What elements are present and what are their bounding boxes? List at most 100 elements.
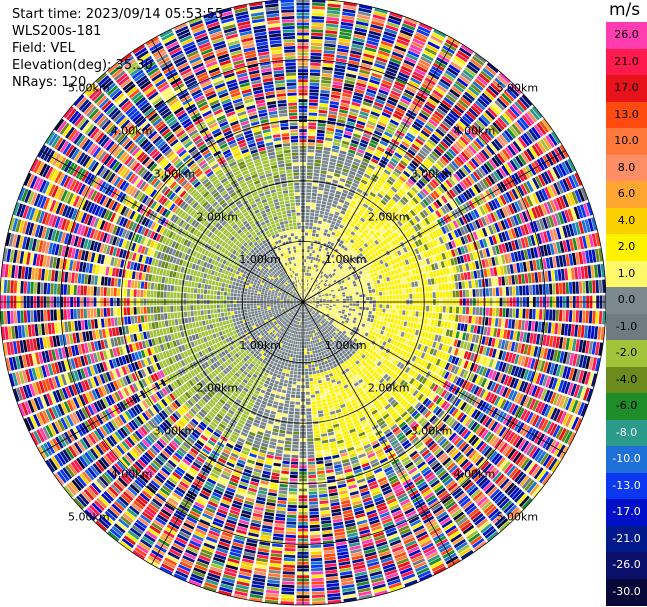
velocity-gate — [318, 234, 323, 238]
velocity-gate — [448, 64, 461, 74]
velocity-gate — [394, 181, 402, 188]
velocity-gate — [307, 142, 315, 146]
velocity-gate — [458, 314, 462, 323]
velocity-gate — [348, 261, 353, 266]
velocity-gate — [311, 202, 316, 207]
velocity-gate — [346, 305, 349, 308]
velocity-gate — [390, 318, 395, 324]
velocity-gate — [461, 315, 466, 323]
velocity-gate — [491, 140, 501, 151]
velocity-gate — [370, 318, 374, 323]
velocity-gate — [366, 226, 372, 232]
velocity-gate — [346, 317, 350, 321]
velocity-gate — [307, 162, 314, 166]
velocity-gate — [354, 311, 359, 315]
velocity-gate — [432, 165, 440, 173]
velocity-gate — [413, 323, 418, 329]
velocity-gate — [582, 310, 586, 323]
velocity-gate — [363, 272, 368, 277]
velocity-gate — [398, 32, 412, 40]
velocity-gate — [352, 133, 362, 139]
velocity-gate — [467, 324, 471, 333]
velocity-gate — [329, 209, 335, 214]
velocity-gate — [355, 321, 359, 325]
velocity-gate — [316, 133, 325, 137]
velocity-gate — [411, 41, 424, 49]
velocity-gate — [326, 303, 330, 306]
velocity-gate — [397, 201, 404, 208]
velocity-gate — [357, 148, 365, 154]
velocity-gate — [394, 81, 406, 88]
velocity-gate — [329, 269, 333, 273]
velocity-gate — [309, 99, 319, 103]
velocity-gate — [445, 150, 455, 160]
velocity-gate — [424, 185, 432, 194]
velocity-gate — [554, 322, 559, 335]
velocity-gate — [362, 176, 369, 182]
velocity-gate — [344, 312, 348, 315]
velocity-gate — [337, 202, 344, 207]
velocity-gate — [403, 183, 410, 191]
velocity-gate — [516, 99, 528, 111]
velocity-gate — [375, 98, 385, 105]
velocity-gate — [468, 160, 477, 170]
velocity-gate — [386, 304, 390, 309]
velocity-gate — [373, 66, 385, 73]
velocity-gate — [402, 294, 406, 299]
velocity-gate — [342, 137, 351, 142]
velocity-gate — [327, 259, 331, 264]
velocity-gate — [588, 280, 593, 294]
velocity-gate — [380, 247, 385, 253]
velocity-gate — [369, 244, 374, 249]
velocity-gate — [417, 280, 422, 287]
velocity-gate — [320, 86, 331, 91]
velocity-gate — [415, 287, 419, 293]
velocity-gate — [347, 288, 352, 291]
velocity-gate — [358, 242, 363, 247]
velocity-gate — [544, 322, 549, 334]
velocity-gate — [416, 305, 420, 311]
velocity-gate — [441, 120, 452, 129]
velocity-gate — [360, 179, 368, 185]
velocity-gate — [339, 247, 344, 252]
velocity-gate — [403, 277, 408, 283]
velocity-gate — [549, 283, 553, 295]
velocity-gate — [339, 303, 343, 305]
velocity-gate — [469, 307, 473, 315]
velocity-gate — [395, 203, 402, 210]
velocity-gate — [471, 316, 476, 324]
velocity-gate — [318, 183, 325, 188]
velocity-gate — [442, 291, 446, 298]
velocity-gate — [434, 162, 443, 171]
velocity-gate — [304, 292, 306, 296]
velocity-gate — [325, 23, 339, 28]
velocity-gate — [373, 152, 382, 159]
velocity-gate — [333, 260, 338, 264]
velocity-gate — [357, 117, 367, 123]
velocity-gate — [355, 294, 359, 298]
velocity-gate — [380, 316, 385, 321]
velocity-gate — [306, 175, 313, 179]
velocity-gate — [358, 114, 368, 120]
velocity-gate — [394, 45, 407, 53]
velocity-gate — [380, 174, 388, 181]
velocity-gate — [346, 258, 351, 263]
velocity-gate — [332, 217, 337, 222]
velocity-gate — [407, 229, 414, 236]
velocity-gate — [511, 123, 522, 135]
velocity-gate — [324, 40, 337, 45]
velocity-gate — [529, 108, 540, 121]
velocity-gate — [361, 330, 366, 335]
velocity-gate — [317, 223, 322, 228]
velocity-gate — [379, 235, 385, 241]
velocity-gate — [451, 314, 456, 322]
velocity-gate — [449, 290, 453, 298]
velocity-gate — [321, 256, 325, 260]
velocity-gate — [330, 281, 334, 285]
velocity-gate — [408, 316, 412, 322]
velocity-gate — [361, 250, 366, 256]
velocity-gate — [353, 257, 358, 262]
velocity-gate — [317, 129, 325, 134]
velocity-gate — [388, 220, 394, 226]
velocity-gate — [506, 127, 517, 139]
